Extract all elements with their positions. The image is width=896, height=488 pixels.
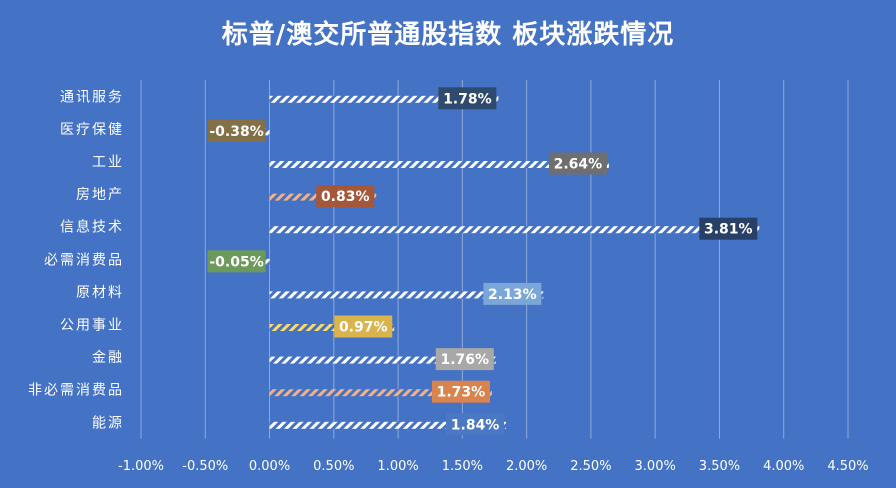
bar (269, 161, 609, 168)
data-label: -0.38% (209, 124, 263, 140)
data-label: 2.13% (488, 287, 537, 303)
data-label-box (548, 152, 607, 175)
x-tick-label: 1.50% (442, 459, 483, 474)
bar (269, 291, 544, 299)
x-tick-label: 2.50% (570, 459, 611, 474)
data-label: 1.84% (451, 417, 500, 433)
x-tick-label: 0.00% (249, 459, 290, 474)
data-label-box (207, 119, 266, 142)
data-label-box (699, 217, 758, 240)
data-label-box (435, 348, 494, 371)
data-label-box (438, 87, 497, 110)
x-tick-label: 0.50% (313, 459, 354, 474)
x-tick-label: -0.50% (182, 459, 228, 474)
data-label: 1.76% (440, 352, 489, 368)
data-label: 1.78% (443, 91, 492, 107)
data-label: 2.64% (554, 157, 603, 173)
category-label: 必需消费品 (44, 252, 124, 268)
category-label: 通讯服务 (60, 89, 124, 105)
x-tick-label: 3.00% (635, 459, 676, 474)
bar (269, 226, 760, 234)
category-label: 房地产 (76, 187, 124, 203)
bar (269, 389, 492, 397)
bar (269, 421, 507, 429)
x-tick-label: 1.00% (377, 459, 418, 474)
data-label: 0.83% (321, 189, 370, 205)
data-label: -0.05% (209, 254, 263, 270)
x-tick-label: -1.00% (118, 459, 164, 474)
category-label: 金融 (92, 350, 124, 366)
chart-title: 标普/澳交所普通股指数 板块涨跌情况 (221, 20, 675, 50)
category-label: 医疗保健 (60, 122, 124, 138)
data-label-box (316, 185, 375, 208)
bar (269, 95, 499, 103)
bar (269, 356, 496, 364)
category-label: 信息技术 (60, 219, 124, 236)
data-label: 1.73% (437, 385, 486, 401)
bar (263, 258, 270, 266)
data-label-box (431, 380, 490, 403)
data-label-box (334, 315, 393, 338)
x-tick-label: 2.00% (506, 459, 547, 474)
data-label: 3.81% (704, 222, 753, 238)
category-label: 公用事业 (60, 318, 124, 334)
category-label: 能源 (92, 415, 124, 431)
data-label-box (446, 413, 505, 436)
x-tick-label: 3.50% (699, 459, 740, 474)
x-tick-label: 4.00% (763, 459, 804, 474)
data-label-box (483, 282, 542, 305)
x-tick-label: 4.50% (827, 459, 868, 474)
data-label-box (207, 250, 266, 273)
category-label: 非必需消费品 (28, 383, 124, 399)
category-label: 原材料 (76, 285, 124, 301)
bar (269, 324, 395, 331)
data-label: 0.97% (339, 320, 388, 336)
category-label: 工业 (92, 155, 124, 171)
